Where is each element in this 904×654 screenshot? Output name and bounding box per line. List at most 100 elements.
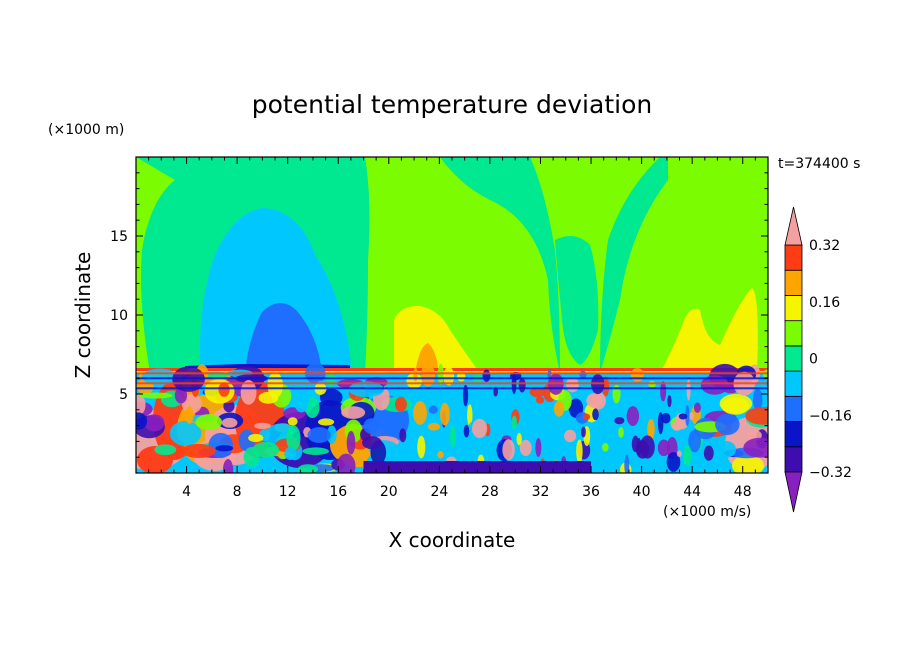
- contour-blob: [493, 386, 498, 397]
- contour-blob: [185, 406, 194, 424]
- contour-blob: [576, 439, 583, 464]
- contour-blob: [341, 406, 366, 419]
- contour-blob: [657, 439, 670, 457]
- x-tick-label: 36: [582, 484, 600, 500]
- x-tick-label: 48: [734, 484, 752, 500]
- x-tick-label: 40: [633, 484, 651, 500]
- colorbar-band: [784, 446, 803, 473]
- contour-blob: [471, 418, 488, 439]
- contour-blob: [518, 377, 526, 393]
- y-tick-label: 5: [119, 387, 128, 403]
- colorbar-band: [784, 295, 803, 322]
- contour-blob: [715, 413, 740, 436]
- contour-band-neg-inner: [245, 302, 322, 373]
- colorbar-tick-label: −0.32: [809, 465, 852, 481]
- contour-blob: [626, 406, 640, 426]
- y-axis: 5 10 15: [110, 172, 768, 458]
- contour-blob: [154, 444, 177, 456]
- contour-blob: [428, 405, 438, 414]
- contour-blob: [181, 443, 216, 459]
- contour-blob: [286, 425, 301, 451]
- contour-blob: [307, 427, 331, 443]
- contour-blob: [399, 428, 407, 443]
- contour-band-pos-right: [660, 288, 758, 373]
- colorbar: 0.32 0.16 0 −0.16 −0.32: [784, 206, 852, 513]
- contour-band-mid-column-2: [555, 236, 599, 365]
- contour-blob: [218, 382, 230, 397]
- contour-blob: [348, 381, 385, 398]
- contour-blob: [252, 441, 280, 458]
- colorbar-band: [784, 345, 803, 372]
- y-tick-label: 10: [110, 308, 128, 324]
- contour-blob: [144, 414, 165, 432]
- contour-blob: [222, 458, 234, 473]
- contour-blob: [417, 435, 426, 459]
- contour-blob: [743, 437, 768, 458]
- time-label: t=374400 s: [778, 156, 860, 172]
- contour-stripe: [136, 387, 768, 390]
- contour-blob: [336, 453, 356, 473]
- contour-band-neg-mid: [199, 208, 352, 373]
- contour-blob: [667, 395, 672, 408]
- contour-blob: [346, 430, 356, 455]
- contour-blob: [624, 454, 630, 473]
- contour-blob: [731, 455, 765, 473]
- colorbar-tick-label: 0.32: [809, 238, 840, 254]
- x-axis: 4 8 12 16 20 24 28 32 36 40 44 48: [148, 157, 756, 500]
- contour-blob: [535, 438, 542, 457]
- contour-blob: [529, 386, 546, 398]
- contour-blob: [703, 445, 714, 461]
- contour-blob: [630, 368, 644, 382]
- contour-blob: [293, 388, 309, 413]
- contour-blob: [136, 412, 148, 430]
- contour-blob: [612, 384, 621, 404]
- y-unit-label: (×1000 m): [48, 122, 124, 138]
- contour-blob: [420, 364, 436, 387]
- contour-blob: [502, 439, 515, 461]
- contour-blob: [319, 388, 343, 407]
- contour-blob: [254, 422, 271, 430]
- contour-blob: [449, 425, 456, 448]
- colorbar-extend-min: [784, 471, 803, 513]
- contour-blob: [406, 372, 423, 389]
- contour-stripe: [136, 372, 768, 375]
- contour-blob: [395, 396, 407, 412]
- x-tick-label: 12: [279, 484, 297, 500]
- colorbar-tick-label: 0.16: [809, 295, 840, 311]
- chart-title: potential temperature deviation: [252, 90, 652, 119]
- contour-blob: [326, 425, 337, 444]
- contour-blob: [689, 412, 694, 421]
- contour-blob: [745, 407, 768, 425]
- contour-blob: [139, 392, 173, 399]
- contour-blob: [721, 397, 750, 415]
- contour-blob: [302, 447, 329, 455]
- contour-blob: [618, 427, 624, 438]
- contour-blob: [440, 402, 450, 426]
- contour-blob: [258, 391, 279, 404]
- contour-blob: [693, 402, 701, 413]
- contour-blob: [240, 380, 257, 405]
- contour-blob: [752, 388, 763, 411]
- contour-blob: [287, 417, 298, 426]
- contour-lower-blobs: [136, 363, 768, 473]
- contour-blob: [437, 451, 444, 459]
- contour-blob: [169, 420, 202, 446]
- contour-blob: [519, 439, 532, 457]
- contour-blob: [686, 379, 691, 401]
- colorbar-band: [784, 421, 803, 448]
- contour-blob: [516, 432, 522, 446]
- x-tick-label: 4: [182, 484, 191, 500]
- contour-blob: [685, 405, 690, 427]
- colorbar-extend-max: [784, 206, 803, 246]
- contour-blob: [600, 417, 611, 435]
- contour-stripe: [136, 382, 768, 385]
- contour-blob: [648, 380, 656, 388]
- contour-blob: [195, 414, 223, 431]
- contour-blob: [666, 452, 681, 472]
- contour-blob: [325, 373, 336, 387]
- contour-band-pos-left: [394, 305, 480, 373]
- x-tick-label: 16: [329, 484, 347, 500]
- contour-blob: [639, 435, 655, 459]
- contour-blob: [566, 377, 579, 393]
